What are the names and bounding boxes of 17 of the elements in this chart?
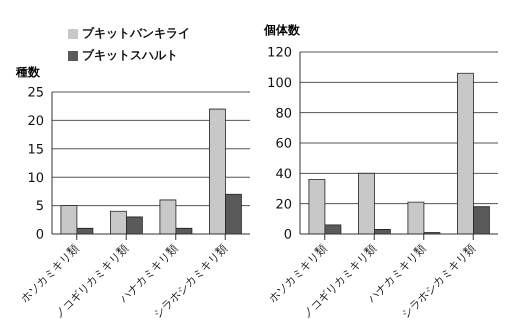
y-tick-label: 60: [275, 136, 292, 152]
legend-label: ブキットバンキライ: [82, 26, 190, 40]
y-tick-label: 5: [36, 199, 44, 214]
y-tick-label: 80: [275, 106, 292, 122]
y-axis-title: 個体数: [264, 22, 300, 39]
y-tick-label: 10: [27, 170, 44, 186]
y-tick-label: 40: [275, 166, 292, 182]
y-tick-label: 20: [275, 197, 292, 212]
y-axis-title: 種数: [16, 64, 40, 81]
y-tick-label: 0: [284, 228, 292, 243]
y-tick-label: 20: [27, 114, 44, 130]
y-tick-label: 15: [27, 142, 44, 158]
y-tick-label: 100: [267, 76, 292, 91]
legend-label: ブキットスハルト: [82, 48, 178, 62]
y-tick-label: 120: [267, 46, 292, 61]
y-tick-label: 25: [27, 86, 44, 101]
y-tick-label: 0: [36, 228, 44, 243]
